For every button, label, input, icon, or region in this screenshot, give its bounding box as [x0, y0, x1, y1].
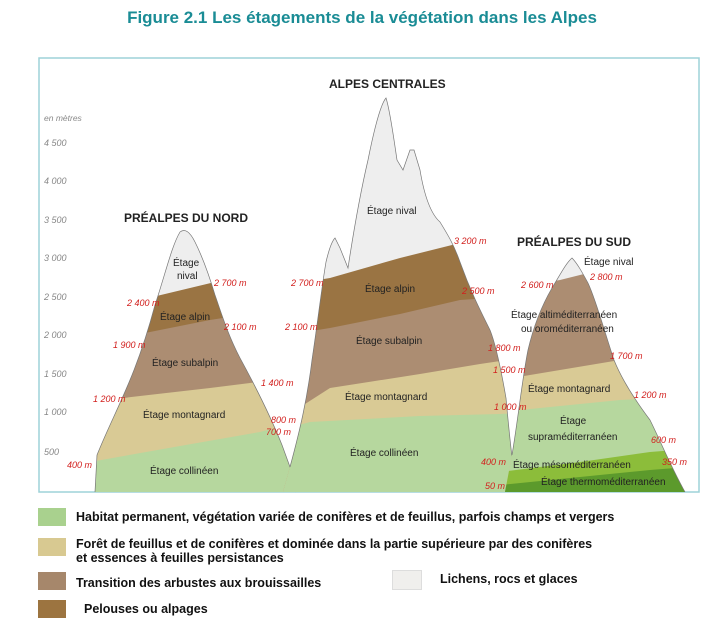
altitude-label: 1 400 m [261, 378, 294, 388]
altitude-label: 1 000 m [494, 402, 527, 412]
altitude-label: 400 m [481, 457, 507, 467]
altitude-label: 2 500 m [461, 286, 495, 296]
altitude-label: 2 100 m [284, 322, 318, 332]
altitude-label: 2 600 m [520, 280, 554, 290]
region-title-alpes-centrales: ALPES CENTRALES [329, 77, 446, 91]
altitude-label: 2 700 m [213, 278, 247, 288]
zone-label: Étage montagnard [528, 382, 610, 395]
altitude-label: 700 m [266, 427, 292, 437]
region-title-prealpes-sud: PRÉALPES DU SUD [517, 234, 631, 249]
zone-label: Étage collinéen [350, 446, 418, 459]
y-tick: 2 000 [43, 330, 67, 340]
altitude-label: 2 400 m [126, 298, 160, 308]
y-tick: 1 000 [44, 407, 67, 417]
altitude-label: 1 500 m [493, 365, 526, 375]
zone-label: Étage alpin [365, 282, 415, 295]
zone-label: Étage nival [367, 204, 416, 217]
zone-label: supraméditerranéen [528, 432, 618, 443]
zone-label: Étage thermoméditerranéen [541, 475, 666, 488]
altitude-label: 800 m [271, 415, 297, 425]
altitude-label: 1 200 m [634, 390, 667, 400]
y-tick: 4 000 [44, 176, 67, 186]
zone-label: Étage nival [584, 255, 633, 268]
zone-label: nival [177, 271, 198, 282]
altitude-label: 50 m [485, 481, 506, 491]
y-tick: 2 500 [43, 292, 67, 302]
region-title-prealpes-nord: PRÉALPES DU NORD [124, 210, 248, 225]
altitude-label: 2 800 m [589, 272, 623, 282]
zone-label: Étage altiméditerranéen [511, 308, 617, 321]
altitude-label: 2 700 m [290, 278, 324, 288]
altitude-label: 1 700 m [610, 351, 643, 361]
y-tick: 4 500 [44, 138, 67, 148]
altitude-label: 400 m [67, 460, 93, 470]
zone-label: ou oroméditerranéen [521, 324, 614, 335]
altitude-label: 350 m [662, 457, 688, 467]
zone-label: Étage montagnard [345, 390, 427, 403]
zone-label: Étage [560, 414, 587, 427]
zone-label: Étage collinéen [150, 464, 218, 477]
altitude-label: 1 200 m [93, 394, 126, 404]
altitude-label: 1 800 m [488, 343, 521, 353]
zone-label: Étage mésoméditerranéen [513, 458, 631, 471]
y-tick: 3 500 [44, 215, 67, 225]
zone-label: Étage [173, 256, 200, 269]
y-tick: 1 500 [44, 369, 67, 379]
zone-label: Étage subalpin [356, 334, 422, 347]
zone-label: Étage subalpin [152, 356, 218, 369]
y-tick: 3 000 [44, 253, 67, 263]
axis-unit: en mètres [44, 113, 83, 123]
altitude-label: 3 200 m [454, 236, 487, 246]
altitude-label: 600 m [651, 435, 677, 445]
zone-label: Étage alpin [160, 310, 210, 323]
altitude-label: 1 900 m [113, 340, 146, 350]
y-tick: 500 [44, 447, 59, 457]
figure-title: Figure 2.1 Les étagements de la végétati… [127, 8, 597, 27]
zone-label: Étage montagnard [143, 408, 225, 421]
altitude-label: 2 100 m [223, 322, 257, 332]
